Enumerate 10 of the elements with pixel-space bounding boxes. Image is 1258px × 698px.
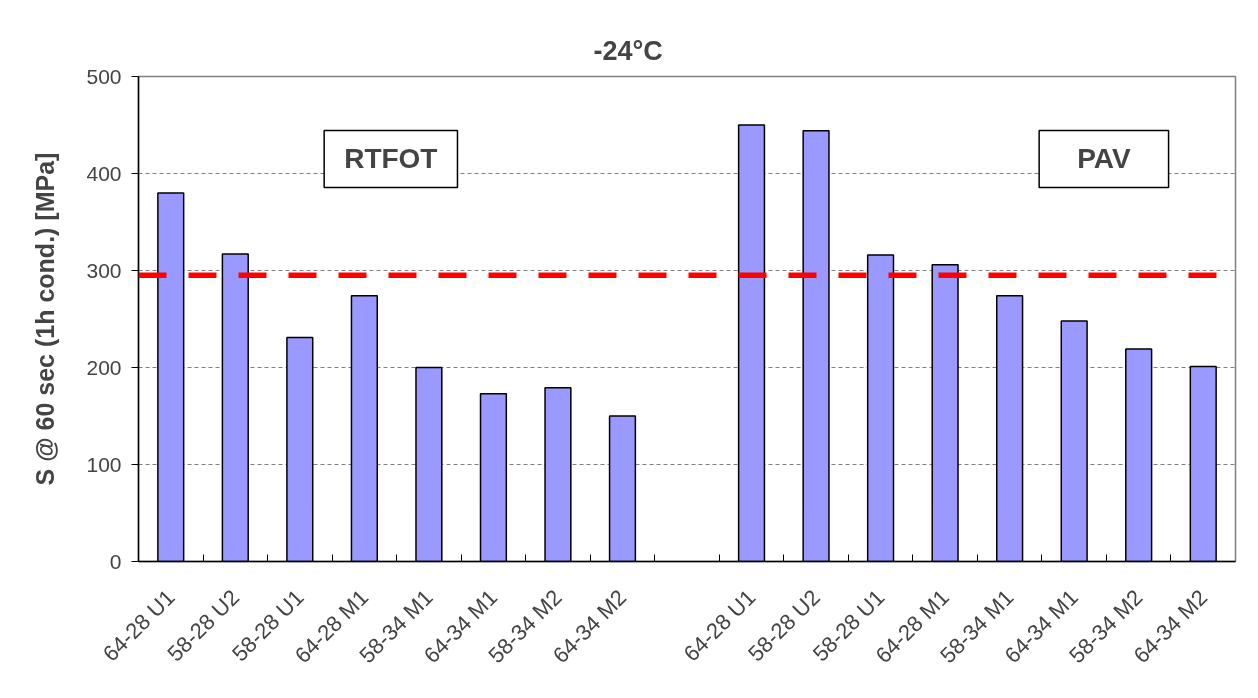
y-tick-label: 100 <box>86 452 122 476</box>
annotation: RTFOT <box>344 143 438 175</box>
chart-title: -24°C <box>593 36 663 66</box>
y-axis-title: S @ 60 sec (1h cond.) [MPa] <box>31 152 60 486</box>
y-tick-label: 500 <box>86 64 122 88</box>
y-tick-label: 0 <box>109 549 122 573</box>
y-tick-label: 200 <box>86 355 122 379</box>
y-tick-label: 400 <box>86 161 122 185</box>
annotation: PAV <box>1077 143 1131 175</box>
y-tick-label: 300 <box>86 258 122 282</box>
